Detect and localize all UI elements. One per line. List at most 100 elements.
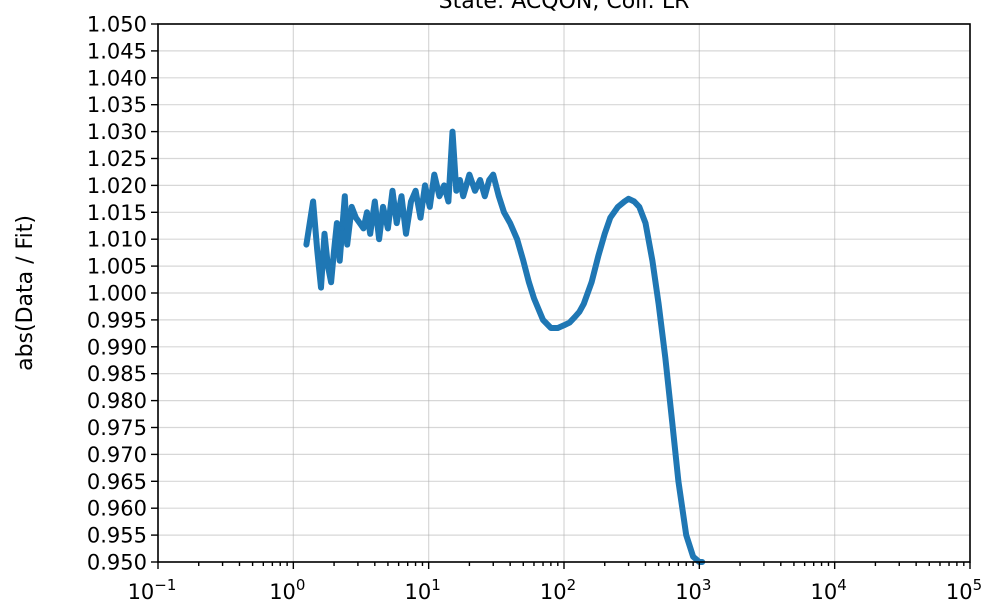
data-point [514, 236, 520, 242]
data-point [625, 196, 632, 202]
data-point [548, 325, 554, 331]
data-point [540, 317, 546, 323]
data-point [636, 204, 642, 210]
data-point [353, 215, 359, 221]
y-tick-label: 0.950 [87, 551, 147, 575]
data-point [490, 172, 496, 178]
data-point [507, 220, 513, 226]
axis-ticks: 10−1 100 101 102 103 104 105 0.950 0.955 0.960 0.9… [87, 13, 982, 605]
data-point [408, 198, 414, 205]
x-tick-label: 103 [675, 576, 711, 604]
data-point [417, 215, 424, 221]
data-point [466, 172, 473, 178]
data-point [376, 236, 382, 242]
data-point [655, 301, 662, 307]
data-point [486, 177, 492, 183]
data-point [482, 193, 488, 199]
y-tick-label: 0.955 [87, 524, 147, 548]
x-tick-label: 100 [269, 576, 305, 604]
data-point [364, 209, 370, 215]
y-tick-label: 1.005 [87, 255, 147, 279]
data-point [457, 177, 463, 183]
y-tick-label: 1.025 [87, 147, 147, 171]
y-tick-label: 1.015 [87, 201, 147, 225]
data-point [642, 220, 649, 226]
data-point [422, 182, 428, 188]
y-tick-label: 0.970 [87, 443, 147, 467]
data-point [589, 279, 595, 285]
y-axis-title: abs(Data / Fit) [13, 215, 38, 371]
y-tick-label: 0.985 [87, 362, 147, 386]
data-point [690, 554, 696, 560]
data-point [621, 198, 628, 205]
y-tick-label: 1.040 [87, 66, 147, 90]
data-point [520, 258, 526, 264]
data-point [427, 204, 433, 210]
data-point [394, 220, 400, 226]
data-point [385, 225, 391, 232]
data-point [412, 188, 419, 194]
y-tick-label: 0.965 [87, 470, 147, 494]
data-point [472, 188, 478, 194]
x-tick-label: 10−1 [128, 576, 177, 604]
data-point [675, 478, 681, 484]
data-point [372, 198, 378, 205]
data-point [631, 198, 637, 205]
data-point [460, 193, 466, 199]
data-point [572, 314, 578, 320]
data-point [576, 309, 583, 315]
data-point [328, 279, 334, 285]
data-point [334, 220, 340, 226]
x-tick-label: 104 [811, 576, 847, 604]
y-tick-label: 0.980 [87, 389, 147, 413]
data-point [607, 215, 613, 221]
data-point [360, 225, 367, 232]
plot-series [303, 128, 706, 565]
data-point [595, 252, 602, 258]
y-tick-label: 1.035 [87, 93, 147, 117]
data-point [331, 247, 337, 253]
y-tick-label: 1.045 [87, 39, 147, 63]
data-point [445, 198, 452, 205]
data-point [501, 209, 507, 215]
x-tick-label: 101 [405, 576, 441, 604]
data-point [477, 177, 483, 183]
data-point [321, 231, 328, 237]
data-point [310, 198, 316, 205]
data-point [567, 319, 573, 326]
data-point [431, 172, 437, 178]
data-point [357, 220, 363, 226]
x-tick-label: 105 [946, 576, 982, 604]
data-point [581, 301, 587, 307]
data-point [403, 231, 409, 237]
data-point [344, 241, 350, 248]
y-tick-label: 1.050 [87, 13, 147, 37]
data-point [531, 295, 537, 301]
data-point [669, 419, 675, 425]
y-tick-label: 1.000 [87, 282, 147, 306]
data-point [526, 279, 532, 285]
data-point [318, 285, 324, 291]
data-point [339, 225, 345, 232]
y-tick-label: 1.020 [87, 174, 147, 198]
y-tick-label: 0.990 [87, 335, 147, 359]
data-point [662, 354, 668, 361]
data-point [380, 204, 386, 210]
data-point [325, 263, 331, 269]
data-point [561, 322, 567, 328]
y-tick-label: 0.960 [87, 497, 147, 521]
data-point [449, 129, 456, 135]
data-point [496, 193, 502, 199]
data-point [367, 231, 373, 237]
y-tick-label: 0.995 [87, 308, 147, 332]
data-point [683, 532, 689, 538]
y-tick-label: 1.010 [87, 228, 147, 252]
data-point [349, 204, 355, 210]
chart-title: State: ACQON, Coll: LR [439, 0, 690, 14]
x-tick-label: 102 [540, 576, 576, 604]
y-tick-label: 1.030 [87, 120, 147, 144]
data-point [555, 325, 561, 331]
data-point [436, 193, 442, 199]
